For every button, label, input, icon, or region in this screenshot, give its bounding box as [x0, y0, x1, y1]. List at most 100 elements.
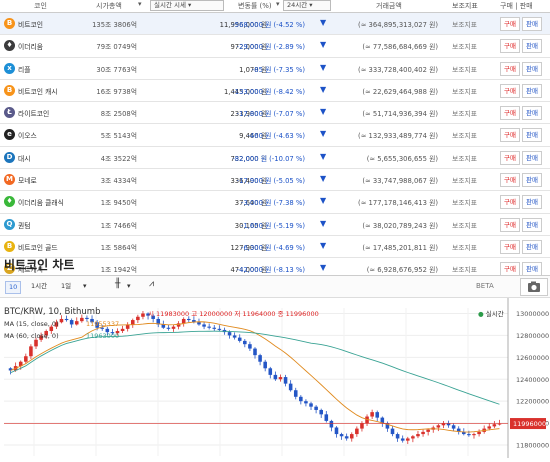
sell-button[interactable]: 판매 [522, 173, 542, 188]
sell-button[interactable]: 판매 [522, 217, 542, 232]
candle-body [283, 377, 288, 384]
sell-button[interactable]: 판매 [522, 239, 542, 254]
buy-button[interactable]: 구매 [500, 173, 520, 188]
realtime-indicator: ● 실시간 [478, 310, 504, 318]
y-tick-label: 12600000 [516, 354, 549, 362]
chart-type-dropdown-icon[interactable]: ▾ [127, 282, 131, 290]
arrow-down-icon: ▼ [320, 218, 327, 228]
sell-button[interactable]: 판매 [522, 106, 542, 121]
buy-button[interactable]: 구매 [500, 150, 520, 165]
chart-svg[interactable]: 13000000 12800000 12600000 12400000 12200000… [0, 298, 550, 458]
aux-indicator-link[interactable]: 보조지표 [452, 87, 478, 96]
coin-name[interactable]: 모네로 [18, 177, 37, 186]
ethereum-classic-icon: ♦ [4, 196, 15, 208]
coin-market-cap: 135조 3806억 [92, 21, 137, 29]
aux-indicator-link[interactable]: 보조지표 [452, 43, 478, 52]
buy-button[interactable]: 구매 [500, 128, 520, 143]
header-change-sort[interactable]: ▾ [276, 0, 280, 8]
candle-body [472, 434, 476, 436]
sell-button[interactable]: 판매 [522, 83, 542, 98]
period-select[interactable]: 24시간 ▾ [283, 0, 331, 11]
interval-10-button[interactable]: 10 [5, 281, 22, 294]
coin-row[interactable]: B 비트코인 135조 3806억 11,996,000 원 -568,000 원 (-… [0, 13, 550, 36]
coin-row[interactable]: e 이오스 5조 5143억 9,460 원 -460 원 (-4.63 %) ▼ (≈ 1… [0, 124, 550, 147]
coin-name[interactable]: 퀀텀 [18, 221, 31, 230]
coin-name[interactable]: 이오스 [18, 132, 37, 141]
header-cap-sort[interactable]: ▾ [138, 0, 142, 8]
interval-dropdown-icon[interactable]: ▾ [83, 282, 87, 290]
aux-indicator-link[interactable]: 보조지표 [452, 65, 478, 74]
buy-button[interactable]: 구매 [500, 61, 520, 76]
coin-name[interactable]: 비트코인 골드 [18, 243, 58, 252]
aux-indicator-link[interactable]: 보조지표 [452, 177, 478, 186]
coin-row[interactable]: Q 퀀텀 1조 7466억 30,100 원 -1,650 원 (-5.19 %) ▼ (≈… [0, 214, 550, 236]
arrow-down-icon: ▼ [320, 84, 327, 94]
y-tick-label: 12800000 [516, 332, 549, 340]
candle-body [278, 377, 283, 380]
ma60-label: MA (60, close, 0) [4, 332, 59, 340]
candle-body [390, 428, 395, 435]
aux-indicator-link[interactable]: 보조지표 [452, 266, 478, 275]
coin-row[interactable]: M 모네로 3조 4334억 336,400 원 -17,900 원 (-5.05 %)… [0, 169, 550, 192]
candle-body [355, 428, 359, 435]
aux-indicator-link[interactable]: 보조지표 [452, 110, 478, 119]
aux-indicator-link[interactable]: 보조지표 [452, 199, 478, 208]
candle-body [18, 361, 23, 367]
sell-button[interactable]: 판매 [522, 128, 542, 143]
header-market-cap[interactable]: 시가총액 [96, 2, 122, 10]
aux-indicator-link[interactable]: 보조지표 [452, 21, 478, 29]
camera-icon[interactable] [520, 278, 548, 296]
realtime-price-select[interactable]: 실시간 시세 ▾ [150, 0, 224, 11]
coin-name[interactable]: 라이트코인 [18, 110, 50, 119]
aux-indicator-link[interactable]: 보조지표 [452, 132, 478, 141]
buy-button[interactable]: 구매 [500, 39, 520, 54]
coin-name[interactable]: 제트캐시 [18, 266, 44, 275]
buy-button[interactable]: 구매 [500, 106, 520, 121]
sell-button[interactable]: 판매 [522, 17, 542, 31]
candle-body [136, 316, 140, 321]
aux-indicator-link[interactable]: 보조지표 [452, 243, 478, 252]
sell-button[interactable]: 판매 [522, 150, 542, 165]
coin-price: 30,100 원 [234, 221, 267, 230]
coin-row[interactable]: D 대시 4조 3522억 732,000 원 -82,000 원 (-10.07 %)… [0, 147, 550, 170]
sell-button[interactable]: 판매 [522, 195, 542, 210]
interval-1d-button[interactable]: 1일 [61, 282, 72, 290]
coin-market-cap: 1조 5864억 [100, 243, 137, 252]
coin-volume: (≈ 6,928,676,952 원) [366, 266, 438, 275]
coin-name[interactable]: 비트코인 캐시 [18, 87, 58, 96]
coin-row[interactable]: ♦ 이더리움 79조 0749억 972,000 원 -29,000 원 (-2.89 … [0, 35, 550, 58]
aux-indicator-link[interactable]: 보조지표 [452, 154, 478, 163]
indicator-icon[interactable]: ⩘ [149, 279, 155, 289]
coin-row[interactable]: B 비트코인 골드 1조 5864억 127,900 원 -6,300 원 (-4.69… [0, 236, 550, 259]
interval-1h-button[interactable]: 1시간 [31, 282, 48, 290]
arrow-down-icon: ▼ [320, 263, 327, 273]
ma60-line [10, 330, 500, 405]
coin-name[interactable]: 비트코인 [18, 21, 44, 29]
coin-name[interactable]: 대시 [18, 154, 31, 163]
header-change[interactable]: 변동률 (%) [238, 2, 272, 10]
candlestick-chart[interactable]: 13000000 12800000 12600000 12400000 12200000… [0, 298, 550, 458]
buy-button[interactable]: 구매 [500, 195, 520, 210]
coin-row[interactable]: B 비트코인 캐시 16조 9738억 1,445,000 원 -133,000 원 (… [0, 80, 550, 103]
sell-button[interactable]: 판매 [522, 39, 542, 54]
candle-body [192, 320, 196, 323]
candle-body [237, 337, 242, 341]
coin-row[interactable]: x 리플 30조 7763억 1,070 원 -85 원 (-7.35 %) ▼ (≈ 33… [0, 58, 550, 80]
coin-volume: (≈ 38,020,789,243 원) [362, 221, 438, 230]
buy-button[interactable]: 구매 [500, 239, 520, 254]
candle-body [441, 423, 446, 426]
coin-name[interactable]: 이더리움 클래식 [18, 199, 64, 208]
coin-row[interactable]: ♦ 이더리움 클래식 1조 9450억 37,640 원 -3,000 원 (-7.38… [0, 191, 550, 214]
chart-toolbar: 10 1시간 1일 ▾ ╫ ▾ ⩘ BETA [0, 276, 550, 298]
arrow-down-icon: ▼ [320, 151, 327, 161]
candle-type-icon[interactable]: ╫ [115, 279, 121, 289]
coin-price: 336,400 원 [230, 177, 267, 186]
coin-name[interactable]: 이더리움 [18, 43, 44, 52]
buy-button[interactable]: 구매 [500, 83, 520, 98]
buy-button[interactable]: 구매 [500, 217, 520, 232]
coin-name[interactable]: 리플 [18, 65, 31, 74]
buy-button[interactable]: 구매 [500, 17, 520, 31]
aux-indicator-link[interactable]: 보조지표 [452, 221, 478, 230]
sell-button[interactable]: 판매 [522, 61, 542, 76]
coin-row[interactable]: Ł 라이트코인 8조 2508억 233,900 원 -17,800 원 (-7.07 … [0, 102, 550, 125]
